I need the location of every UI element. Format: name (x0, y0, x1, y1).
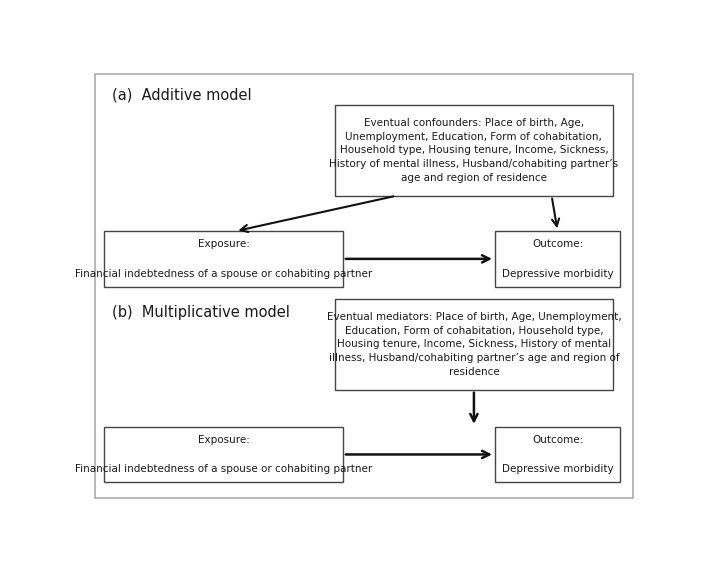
FancyBboxPatch shape (335, 105, 613, 196)
Text: Eventual confounders: Place of birth, Age,
Unemployment, Education, Form of coha: Eventual confounders: Place of birth, Ag… (329, 118, 618, 182)
Text: Exposure:

Financial indebtedness of a spouse or cohabiting partner: Exposure: Financial indebtedness of a sp… (75, 239, 372, 278)
FancyBboxPatch shape (95, 74, 633, 498)
Text: Outcome:

Depressive morbidity: Outcome: Depressive morbidity (502, 239, 613, 278)
FancyBboxPatch shape (104, 231, 343, 286)
Text: (a)  Additive model: (a) Additive model (112, 88, 251, 103)
Text: Exposure:

Financial indebtedness of a spouse or cohabiting partner: Exposure: Financial indebtedness of a sp… (75, 435, 372, 474)
FancyBboxPatch shape (495, 427, 621, 482)
Text: Eventual mediators: Place of birth, Age, Unemployment,
Education, Form of cohabi: Eventual mediators: Place of birth, Age,… (327, 312, 621, 376)
FancyBboxPatch shape (104, 427, 343, 482)
FancyBboxPatch shape (495, 231, 621, 286)
FancyBboxPatch shape (335, 299, 613, 390)
Text: Outcome:

Depressive morbidity: Outcome: Depressive morbidity (502, 435, 613, 474)
Text: (b)  Multiplicative model: (b) Multiplicative model (112, 305, 290, 320)
